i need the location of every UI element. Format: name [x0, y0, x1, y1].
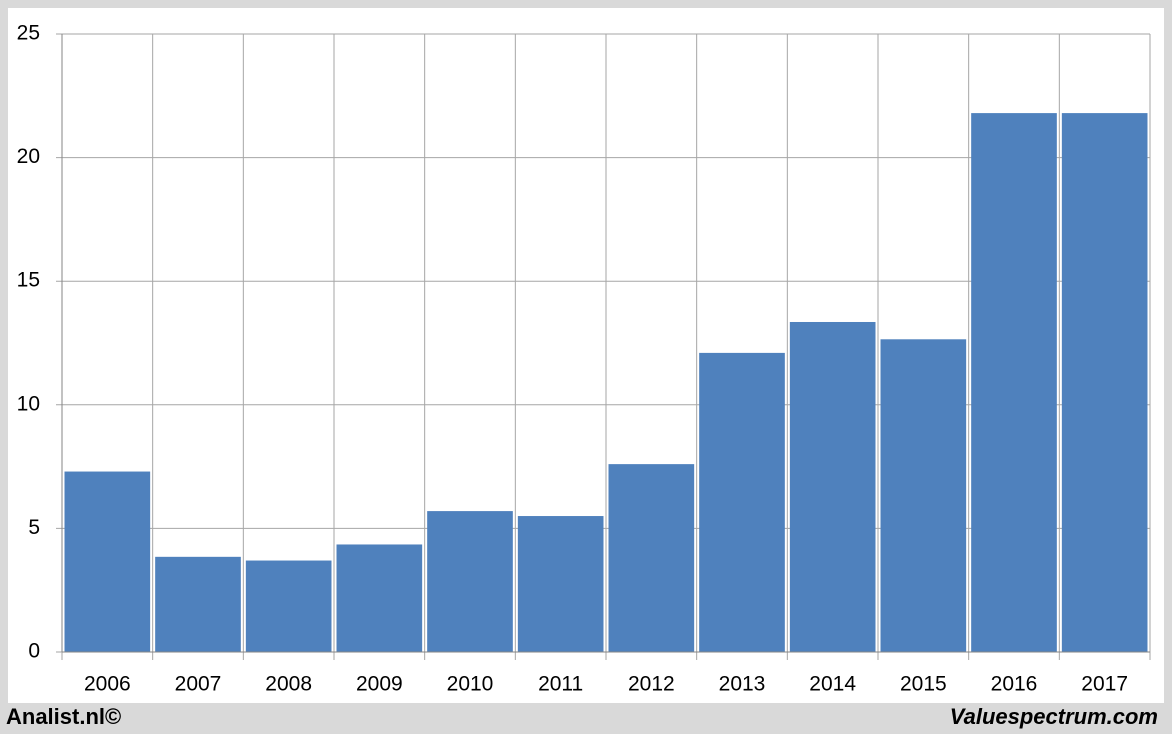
x-tick-label: 2006: [84, 673, 131, 696]
bar: [245, 560, 332, 652]
x-tick-label: 2015: [900, 673, 947, 696]
x-tick-label: 2014: [809, 673, 856, 696]
bar: [880, 339, 967, 652]
y-tick-label: 5: [28, 516, 40, 539]
bar: [608, 464, 695, 652]
x-tick-label: 2012: [628, 673, 675, 696]
y-tick-label: 10: [17, 392, 40, 415]
bar: [517, 516, 604, 652]
bar: [336, 544, 423, 652]
bar: [155, 556, 241, 652]
x-tick-label: 2013: [719, 673, 766, 696]
bar: [699, 352, 785, 652]
source-right: Valuespectrum.com: [950, 704, 1158, 729]
x-tick-label: 2011: [538, 673, 583, 696]
x-tick-label: 2016: [991, 673, 1038, 696]
y-tick-label: 15: [17, 269, 40, 292]
source-left: Analist.nl©: [6, 704, 121, 729]
x-tick-label: 2009: [356, 673, 403, 696]
x-tick-label: 2017: [1081, 673, 1128, 696]
x-tick-label: 2010: [447, 673, 494, 696]
bar: [64, 471, 151, 652]
x-tick-label: 2007: [175, 673, 222, 696]
bar: [789, 321, 876, 652]
x-tick-label: 2008: [265, 673, 312, 696]
y-tick-label: 20: [17, 145, 40, 168]
bar: [427, 511, 513, 652]
bar: [971, 113, 1057, 652]
y-tick-label: 25: [17, 22, 40, 45]
y-tick-label: 0: [28, 640, 40, 663]
bar: [1061, 113, 1148, 652]
